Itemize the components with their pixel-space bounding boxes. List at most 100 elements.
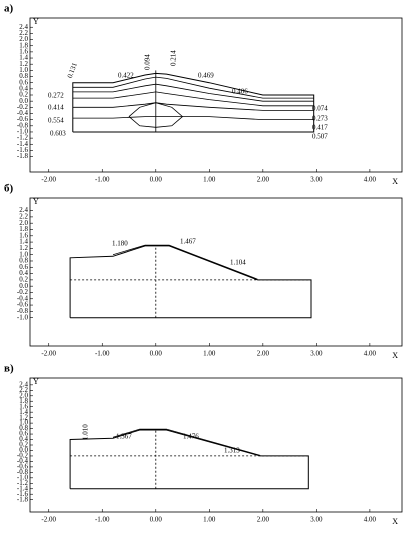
contour-label: 0.094 [144,54,152,70]
y-tick-label: 1.4 [19,408,28,416]
y-tick-label: 1.0 [19,419,28,427]
y-tick-label: 2.4 [19,206,28,214]
y-tick-label: -0.4 [17,457,29,465]
y-tick-label: 2.0 [19,219,28,227]
y-tick-label: 0.4 [19,269,28,277]
y-tick-label: 2.2 [19,29,28,37]
y-tick-label: 2.0 [19,391,28,399]
x-tick-label: 0.00 [150,350,163,358]
y-tick-label: -1.4 [17,484,29,492]
x-axis-label: X [392,517,398,526]
y-tick-label: 1.8 [19,41,28,49]
y-tick-label: 1.8 [19,225,28,233]
y-tick-label: 0.6 [19,78,28,86]
contour-label: 0.603 [50,130,66,138]
profile-line [72,72,315,133]
y-tick-label: -0.4 [17,294,29,302]
y-tick-label: 2.4 [19,380,28,388]
contour-label: 0.554 [48,117,64,125]
y-tick-label: 1.6 [19,402,28,410]
y-tick-label: -0.6 [17,462,29,470]
y-tick-label: 0.6 [19,263,28,271]
x-tick-label: -1.00 [95,516,110,524]
y-tick-label: -0.4 [17,109,29,117]
contour-label: 0.507 [312,133,328,141]
profile-line [128,102,184,128]
contour-label: 0.273 [312,115,328,123]
contour-label: 1.313 [224,447,240,455]
y-tick-label: -1.2 [17,479,29,487]
panel-title: б) [4,183,14,195]
y-tick-label: -1.8 [17,152,29,160]
y-axis-label: Y [33,197,39,206]
contour-label: 0.214 [170,50,178,66]
contour-label: 1.180 [112,240,128,248]
contour-label: 1.476 [183,433,199,441]
x-tick-label: 0.00 [150,516,163,524]
y-tick-label: 0.4 [19,435,28,443]
y-tick-label: 1.0 [19,66,28,74]
contour-label: 0.422 [118,72,134,80]
x-axis-label: X [392,177,398,186]
contour-label: 1.367 [116,433,132,441]
y-tick-label: 1.6 [19,47,28,55]
y-tick-label: 0.4 [19,84,28,92]
y-tick-label: 2.2 [19,213,28,221]
y-tick-label: 1.2 [19,413,28,421]
x-tick-label: -2.00 [41,516,56,524]
y-tick-label: 2.2 [19,386,28,394]
x-tick-label: 3.00 [310,516,323,524]
y-tick-label: 1.2 [19,60,28,68]
profile-line [112,428,261,456]
profile-line [112,244,258,280]
y-tick-label: -1.8 [17,495,29,503]
plot-frame [29,197,403,347]
y-tick-label: -0.8 [17,468,29,476]
y-tick-label: -0.2 [17,103,29,111]
plot-frame [29,377,403,513]
y-tick-label: -0.6 [17,115,29,123]
x-tick-label: 4.00 [364,516,377,524]
y-tick-label: 1.6 [19,231,28,239]
profile-line [72,91,314,107]
x-tick-label: -2.00 [41,176,56,184]
x-tick-label: 4.00 [364,176,377,184]
contour-label: 1.104 [230,259,246,267]
y-tick-label: 0.2 [19,441,28,449]
panel-title: в) [4,363,14,375]
y-tick-label: -1.4 [17,140,29,148]
x-tick-label: 2.00 [257,516,270,524]
profile-line [72,116,314,120]
y-tick-label: 0.6 [19,430,28,438]
y-tick-label: -0.2 [17,288,29,296]
x-tick-label: 1.00 [203,516,216,524]
y-tick-label: 1.0 [19,250,28,258]
contour-label: 0.417 [312,124,328,132]
y-tick-label: 2.0 [19,35,28,43]
y-tick-label: 0.2 [19,275,28,283]
x-tick-label: 0.00 [150,176,163,184]
y-tick-label: -1.0 [17,128,29,136]
y-tick-label: 1.4 [19,238,28,246]
y-tick-label: 0.2 [19,91,28,99]
contour-label: 0.414 [48,104,64,112]
y-tick-label: 1.2 [19,244,28,252]
y-tick-label: 0.8 [19,257,28,265]
y-tick-label: 0.0 [19,282,28,290]
contour-label: 0.074 [312,105,328,113]
panel-title: а) [4,3,14,15]
contour-label: 0.469 [198,72,214,80]
x-tick-label: 4.00 [364,350,377,358]
y-tick-label: 0.0 [19,446,28,454]
y-tick-label: -1.0 [17,473,29,481]
profile-line [72,102,314,111]
contour-label: 0.272 [48,92,64,100]
x-axis-label: X [392,351,398,360]
y-axis-label: Y [33,377,39,386]
y-tick-label: -1.0 [17,313,29,321]
y-tick-label: 0.0 [19,97,28,105]
x-tick-label: 2.00 [257,176,270,184]
contour-label: 0.406 [232,88,248,96]
x-tick-label: 2.00 [257,350,270,358]
profile-line [69,429,309,490]
